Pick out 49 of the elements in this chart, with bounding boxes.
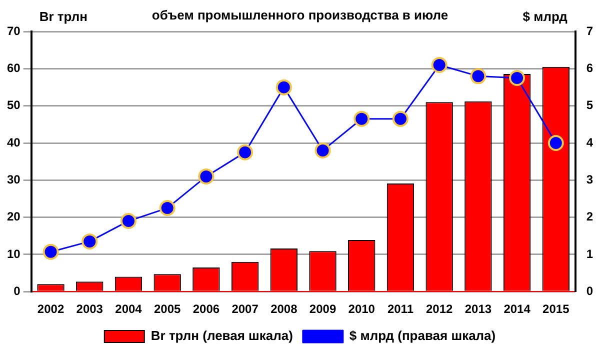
y-tick-label: 20 xyxy=(6,210,21,224)
point xyxy=(509,70,526,86)
x-tick-label: 2003 xyxy=(76,302,104,316)
point xyxy=(237,144,254,160)
point xyxy=(314,142,331,158)
y-tick-label: 70 xyxy=(6,24,21,38)
point xyxy=(198,168,214,184)
x-tick-label: 2014 xyxy=(504,302,531,316)
point xyxy=(431,57,448,74)
point xyxy=(82,233,98,250)
legend-label: Br трлн (левая шкала) xyxy=(150,328,293,344)
y2-tick-label: 3 xyxy=(586,172,594,186)
x-tick-label: 2013 xyxy=(464,302,492,316)
y2-tick-label: 2 xyxy=(586,210,594,224)
y-tick-label: 30 xyxy=(6,172,21,186)
point xyxy=(276,79,292,96)
x-tick-label: 2012 xyxy=(426,302,453,316)
y2-tick-label: 6 xyxy=(586,61,594,76)
y2-tick-label: 0 xyxy=(586,284,594,298)
y2-tick-label: 7 xyxy=(586,24,594,38)
y2-axis-title: $ млрд xyxy=(522,9,568,24)
y-tick-label: 10 xyxy=(6,246,21,261)
y-axis-title: Br трлн xyxy=(39,9,88,24)
x-tick-label: 2015 xyxy=(542,302,570,316)
y-tick-label: 60 xyxy=(6,61,21,76)
x-tick-label: 2010 xyxy=(348,302,376,316)
x-tick-label: 2007 xyxy=(232,302,259,316)
x-tick-label: 2011 xyxy=(387,302,414,316)
y2-tick-label: 1 xyxy=(586,246,594,261)
point xyxy=(42,244,59,260)
y-tick-label: 50 xyxy=(6,98,21,112)
point xyxy=(159,200,176,216)
x-tick-label: 2005 xyxy=(154,302,182,316)
chart-title: объем промышленного производства в июле xyxy=(152,7,448,22)
y2-tick-label: 5 xyxy=(586,98,594,112)
x-tick-label: 2004 xyxy=(115,302,142,316)
x-tick-label: 2002 xyxy=(37,302,64,316)
point xyxy=(548,135,564,152)
point xyxy=(354,110,370,127)
x-tick-label: 2006 xyxy=(192,302,220,316)
x-tick-label: 2009 xyxy=(309,302,336,316)
point xyxy=(120,213,136,230)
legend-label: $ млрд (правая шкала) xyxy=(349,328,496,344)
point xyxy=(470,68,486,84)
y-tick-label: 40 xyxy=(6,135,21,150)
point xyxy=(392,110,408,127)
x-tick-label: 2008 xyxy=(270,302,298,316)
y-tick-label: 0 xyxy=(14,284,21,298)
y2-tick-label: 4 xyxy=(586,135,594,150)
